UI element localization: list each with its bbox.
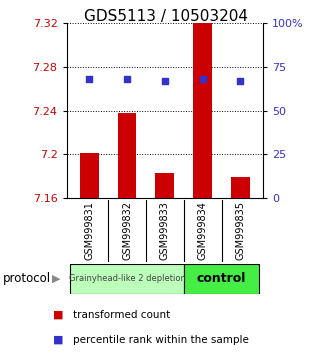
Point	[200, 76, 205, 82]
Text: ▶: ▶	[52, 274, 61, 284]
Bar	[70, 264, 184, 294]
Text: GSM999832: GSM999832	[122, 201, 132, 261]
Text: GSM999831: GSM999831	[84, 201, 94, 261]
Text: GDS5113 / 10503204: GDS5113 / 10503204	[85, 9, 248, 24]
Text: percentile rank within the sample: percentile rank within the sample	[73, 335, 249, 345]
Bar	[231, 177, 250, 198]
Bar	[80, 153, 99, 198]
Point	[87, 76, 92, 82]
Bar	[193, 23, 212, 198]
Point	[162, 78, 167, 84]
Text: control: control	[197, 272, 246, 285]
Bar	[156, 173, 174, 198]
Point	[125, 76, 130, 82]
Text: GSM999834: GSM999834	[197, 201, 207, 261]
Point	[238, 78, 243, 84]
Text: GSM999833: GSM999833	[160, 201, 170, 261]
Text: protocol: protocol	[3, 272, 52, 285]
Text: ■: ■	[53, 335, 64, 345]
Text: transformed count: transformed count	[73, 310, 170, 320]
Bar	[118, 113, 137, 198]
Text: Grainyhead-like 2 depletion: Grainyhead-like 2 depletion	[69, 274, 185, 283]
Text: GSM999835: GSM999835	[235, 201, 245, 261]
Bar	[184, 264, 259, 294]
Text: ■: ■	[53, 310, 64, 320]
